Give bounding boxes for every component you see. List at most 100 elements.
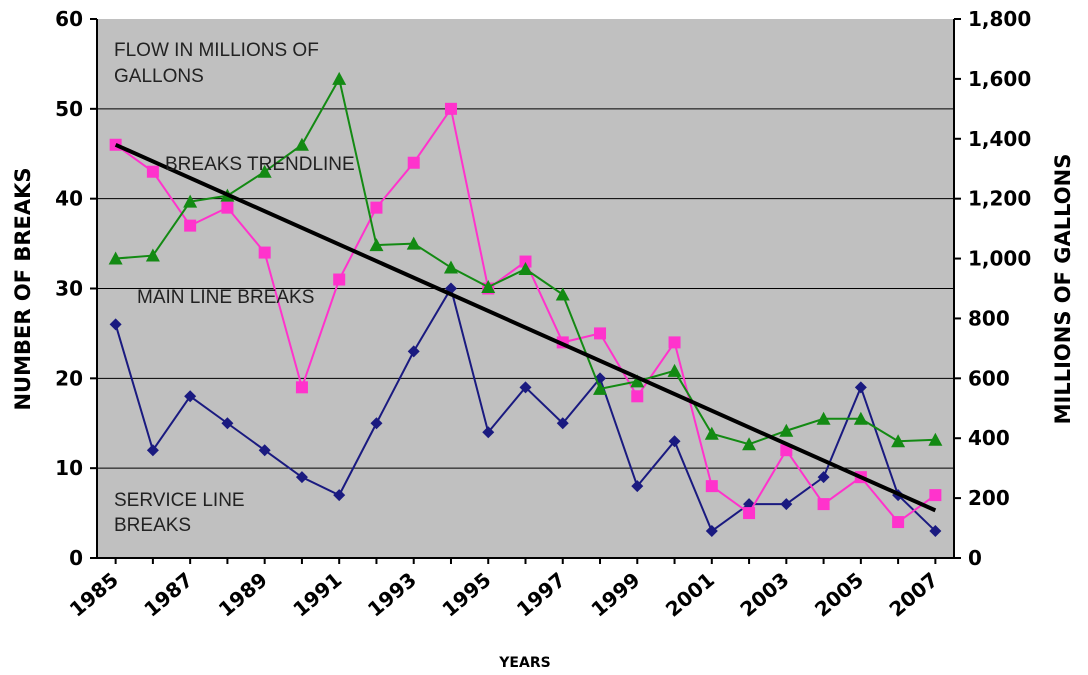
flow-point bbox=[481, 280, 496, 294]
main-point bbox=[109, 318, 122, 331]
flow-point bbox=[742, 437, 757, 451]
service-point bbox=[631, 390, 644, 403]
x-tick-label: 2003 bbox=[735, 567, 793, 621]
main-point bbox=[705, 525, 718, 538]
service-point bbox=[295, 381, 308, 394]
x-tick-label: 1985 bbox=[65, 567, 123, 621]
y-tick-label: 40 bbox=[55, 187, 83, 211]
annotation-label: BREAKS TRENDLINE bbox=[165, 154, 355, 175]
flow-point bbox=[183, 194, 198, 208]
main-point bbox=[482, 426, 495, 439]
y-tick-label: 0 bbox=[69, 546, 83, 570]
x-tick-label: 1995 bbox=[437, 567, 495, 621]
main-point bbox=[295, 471, 308, 484]
flow-point bbox=[443, 260, 458, 274]
main-point bbox=[221, 417, 234, 430]
main-point bbox=[184, 390, 197, 403]
y-axis-title: NUMBER OF BREAKS bbox=[11, 167, 35, 410]
service-point bbox=[743, 507, 756, 520]
service-point bbox=[407, 156, 420, 169]
main-point bbox=[668, 435, 681, 448]
main-point bbox=[780, 498, 793, 511]
trendline bbox=[114, 142, 937, 513]
flow-point bbox=[257, 164, 272, 178]
main-point bbox=[556, 417, 569, 430]
y2-tick-label: 0 bbox=[968, 546, 982, 570]
x-tick-label: 1991 bbox=[288, 567, 346, 621]
flow-point bbox=[928, 432, 943, 446]
annotation-label: MAIN LINE BREAKS bbox=[137, 287, 314, 308]
y-tick-label: 20 bbox=[55, 366, 83, 390]
flow-point bbox=[891, 434, 906, 448]
flow-point bbox=[853, 411, 868, 425]
service-point bbox=[892, 516, 905, 529]
y2-tick-label: 1,800 bbox=[968, 7, 1031, 31]
service-point bbox=[519, 255, 532, 268]
service-point bbox=[333, 273, 346, 286]
series-layer bbox=[108, 71, 943, 538]
service-point bbox=[817, 498, 830, 511]
service-point bbox=[705, 480, 718, 493]
flow-point bbox=[145, 248, 160, 262]
service-point bbox=[929, 489, 942, 502]
flow-point bbox=[779, 423, 794, 437]
x-tick-label: 1993 bbox=[363, 567, 421, 621]
flow-point bbox=[332, 71, 347, 85]
flow-point bbox=[294, 137, 309, 151]
main-point bbox=[146, 444, 159, 457]
y2-tick-label: 600 bbox=[968, 366, 1010, 390]
flow-point bbox=[667, 363, 682, 377]
main-point bbox=[519, 381, 532, 394]
flow-point bbox=[593, 381, 608, 395]
main-point bbox=[854, 381, 867, 394]
main-point bbox=[258, 444, 271, 457]
y2-tick-label: 400 bbox=[968, 426, 1010, 450]
x-tick-label: 1989 bbox=[214, 567, 272, 621]
y2-tick-label: 200 bbox=[968, 486, 1010, 510]
annotation-label: FLOW IN MILLIONS OF bbox=[114, 40, 319, 61]
flow-point bbox=[704, 426, 719, 440]
flow-point bbox=[630, 374, 645, 388]
annotation-label: SERVICE LINE bbox=[114, 490, 245, 511]
annotation-label: BREAKS bbox=[114, 515, 191, 536]
y-tick-label: 50 bbox=[55, 97, 83, 121]
x-tick-label: 1987 bbox=[139, 567, 197, 621]
service-point bbox=[221, 201, 234, 214]
x-tick-label: 1997 bbox=[512, 567, 570, 621]
main-point bbox=[333, 489, 346, 502]
y2-tick-label: 1,400 bbox=[968, 127, 1031, 151]
flow-point bbox=[816, 411, 831, 425]
service-point bbox=[370, 201, 383, 214]
flow-point bbox=[406, 236, 421, 250]
main-point bbox=[631, 480, 644, 493]
y-tick-label: 30 bbox=[55, 277, 83, 301]
main-point bbox=[370, 417, 383, 430]
service-point bbox=[594, 327, 607, 340]
x-tick-label: 2007 bbox=[885, 567, 943, 621]
service-point bbox=[184, 219, 197, 232]
service-point bbox=[444, 102, 457, 115]
flow-point bbox=[555, 287, 570, 301]
x-axis-title: YEARS bbox=[498, 655, 550, 671]
y2-tick-label: 800 bbox=[968, 306, 1010, 330]
annotations: FLOW IN MILLIONS OF GALLONS BREAKS TRENDLI… bbox=[114, 40, 355, 536]
flow-point bbox=[108, 251, 123, 265]
flow-point bbox=[369, 238, 384, 252]
y2-tick-label: 1,200 bbox=[968, 187, 1031, 211]
x-tick-label: 2001 bbox=[661, 567, 719, 621]
service-point bbox=[668, 336, 681, 349]
x-tick-label: 2005 bbox=[810, 567, 868, 621]
service-point bbox=[258, 246, 271, 259]
main-point bbox=[929, 525, 942, 538]
annotation-label: GALLONS bbox=[114, 66, 204, 87]
y2-tick-label: 1,600 bbox=[968, 67, 1031, 91]
x-tick-label: 1999 bbox=[586, 567, 644, 621]
main-point bbox=[817, 471, 830, 484]
flow-point bbox=[518, 262, 533, 276]
y2-tick-label: 1,000 bbox=[968, 247, 1031, 271]
main-point bbox=[407, 345, 420, 358]
y2-axis-title: MILLIONS OF GALLONS bbox=[1051, 154, 1075, 425]
y-tick-label: 60 bbox=[55, 7, 83, 31]
y-tick-label: 10 bbox=[55, 456, 83, 480]
